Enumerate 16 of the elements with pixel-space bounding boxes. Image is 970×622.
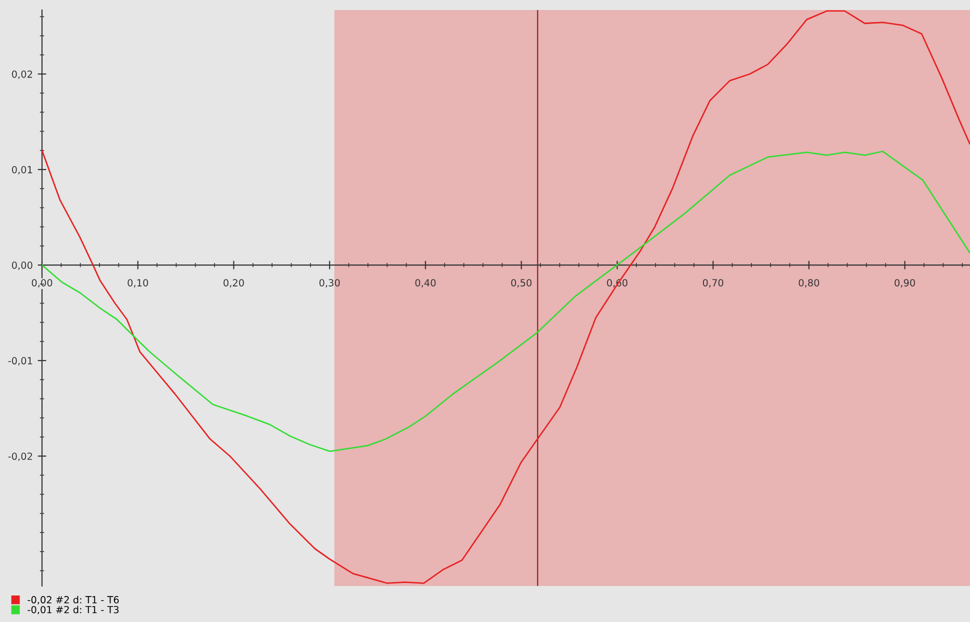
legend-label: -0,02 #2 d: T1 - T6: [28, 596, 119, 604]
x-tick-label: 0,90: [894, 279, 915, 288]
x-tick-label: 0,10: [128, 279, 148, 288]
y-tick-label: 0,00: [12, 262, 32, 270]
x-tick-label: 0,80: [798, 279, 820, 288]
x-tick-label: 0,20: [224, 279, 244, 288]
legend-label: -0,01 #2 d: T1 - T3: [28, 606, 119, 614]
x-tick-label: 0,30: [319, 279, 340, 288]
y-tick-label: 0,02: [12, 70, 32, 79]
y-tick-label: 0,01: [12, 166, 32, 174]
x-tick-label: 0,40: [415, 279, 436, 288]
x-tick-label: 0,70: [702, 279, 724, 288]
x-tick-label: 0,00: [32, 279, 52, 288]
x-tick-label: 0,50: [511, 279, 532, 288]
y-tick-label: -0,02: [8, 452, 32, 461]
y-tick-label: -0,01: [8, 357, 32, 366]
